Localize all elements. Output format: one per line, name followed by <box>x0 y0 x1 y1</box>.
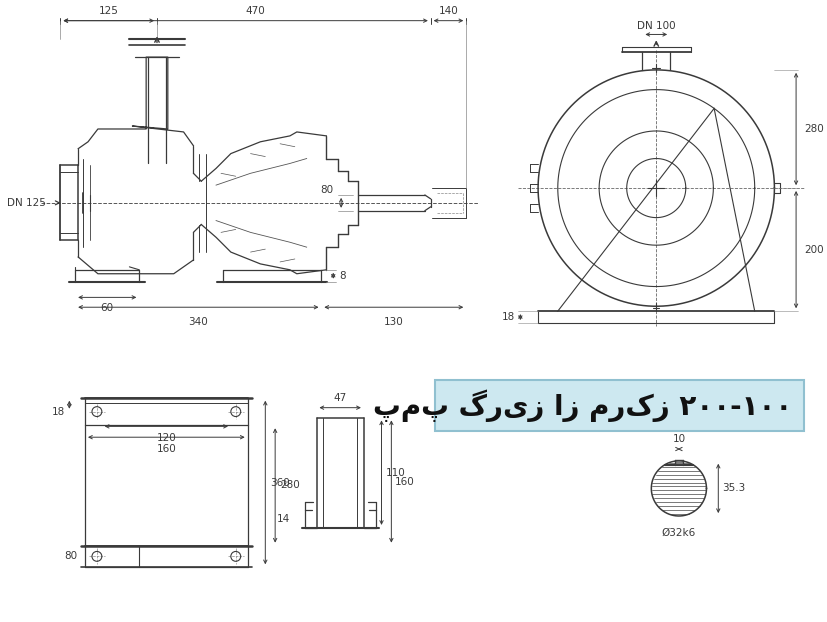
Text: 80: 80 <box>64 551 77 562</box>
Text: 140: 140 <box>438 6 458 16</box>
Text: 35.3: 35.3 <box>721 483 744 493</box>
Text: 280: 280 <box>803 124 823 134</box>
Text: 10: 10 <box>672 434 685 444</box>
Text: 340: 340 <box>189 317 208 327</box>
Text: 18: 18 <box>502 312 515 322</box>
Text: 130: 130 <box>384 317 404 327</box>
Text: پمپ گریز از مرکز ۲۰۰-۱۰۰: پمپ گریز از مرکز ۲۰۰-۱۰۰ <box>372 389 791 422</box>
Text: 110: 110 <box>385 468 404 478</box>
Text: 8: 8 <box>339 271 346 281</box>
Text: 47: 47 <box>333 392 347 403</box>
Text: 120: 120 <box>156 434 176 443</box>
Text: 160: 160 <box>156 444 176 454</box>
Text: 160: 160 <box>394 476 414 486</box>
Text: 360: 360 <box>270 478 289 488</box>
Text: Ø32k6: Ø32k6 <box>661 528 696 538</box>
Text: 18: 18 <box>52 407 65 417</box>
FancyBboxPatch shape <box>434 380 803 431</box>
Text: DN 125: DN 125 <box>7 198 45 208</box>
Text: 14: 14 <box>276 514 289 524</box>
Text: DN 100: DN 100 <box>636 21 675 30</box>
Text: 60: 60 <box>101 304 113 313</box>
Text: 280: 280 <box>280 480 299 491</box>
Text: 200: 200 <box>803 244 823 254</box>
Text: 125: 125 <box>98 6 118 16</box>
Text: 80: 80 <box>320 185 332 195</box>
Text: 470: 470 <box>246 6 265 16</box>
